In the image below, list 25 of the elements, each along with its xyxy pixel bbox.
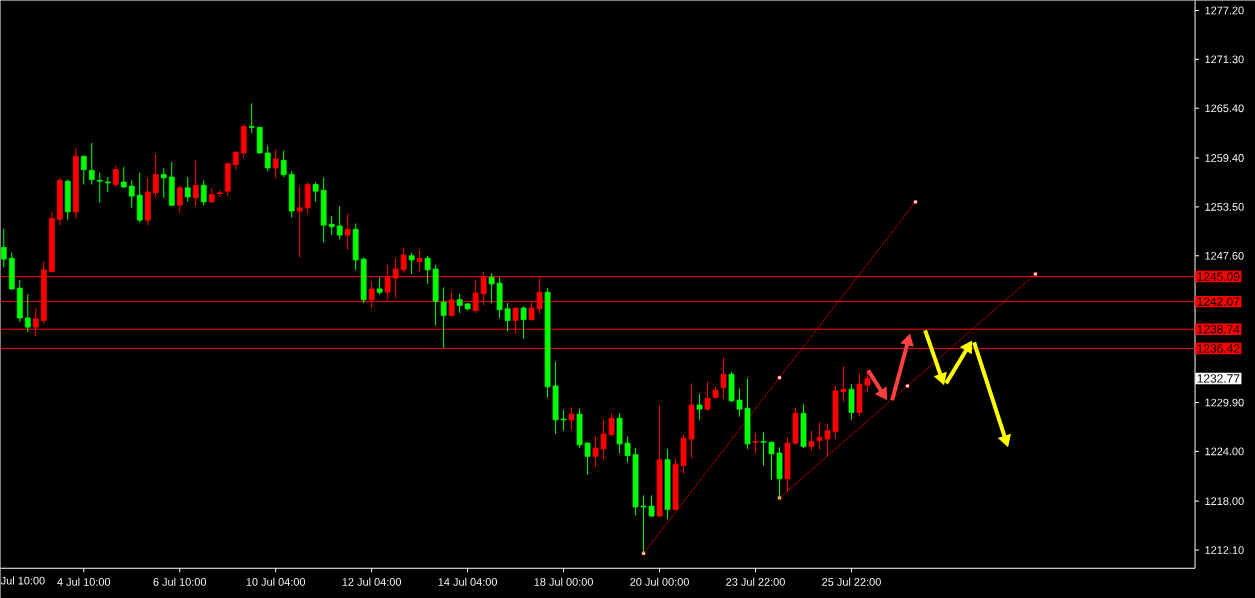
y-tick-label: 1265.40 [1205, 104, 1244, 112]
y-tick-label: 1259.40 [1205, 153, 1244, 162]
y-tick-label: 1218.00 [1205, 497, 1244, 505]
x-tick-label: 20 Jul 00:00 [630, 577, 689, 586]
x-tick-label: 18 Jul 00:00 [534, 577, 593, 586]
y-tick-label: 1224.00 [1205, 447, 1244, 456]
x-tick-label: 23 Jul 22:00 [726, 577, 785, 586]
ref-line-label: 1238.74 [1197, 324, 1240, 334]
x-tick-label: 4 Jul 10:00 [57, 577, 111, 586]
y-tick-label: 1212.10 [1205, 546, 1244, 554]
text: Jul 10:00 [0, 576, 45, 585]
x-tick-label: 6 Jul 10:00 [153, 577, 207, 586]
ref-line-label: 1242.07 [1197, 297, 1240, 306]
ref-line-label: 1236.42 [1197, 344, 1240, 353]
x-tick-label: 14 Jul 04:00 [438, 577, 498, 586]
y-tick-label: 1271.30 [1205, 55, 1244, 64]
y-tick-label: 1277.20 [1205, 6, 1244, 15]
x-tick-label: 25 Jul 22:00 [822, 577, 881, 586]
text: 1232.77 [1197, 374, 1240, 383]
x-tick-label: 12 Jul 04:00 [342, 577, 402, 586]
y-tick-label: 1253.50 [1205, 202, 1244, 211]
y-tick-label: 1229.90 [1205, 398, 1244, 407]
ref-line-label: 1245.09 [1197, 272, 1240, 281]
y-tick-label: 1247.60 [1205, 251, 1244, 260]
x-tick-label: 10 Jul 04:00 [246, 577, 306, 586]
